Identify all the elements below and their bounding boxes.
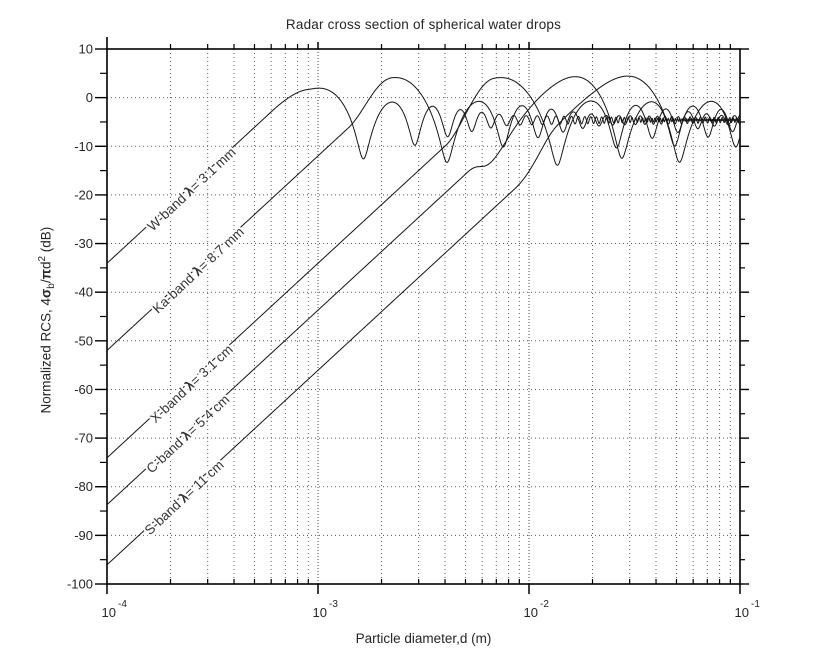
curve-label-w-band: W-band λ= 3.1 mm (144, 145, 238, 234)
chart-title: Radar cross section of spherical water d… (285, 17, 562, 32)
x-tick-label-base: 10 (313, 605, 327, 620)
y-tick-label: -60 (74, 382, 93, 397)
curve-x-band (107, 77, 740, 459)
y-tick-label: -100 (67, 577, 93, 592)
y-tick-label: 0 (86, 90, 93, 105)
curve-label-ka-band: Ka-band λ= 8.7 mm (150, 224, 247, 316)
y-tick-label: -10 (74, 139, 93, 154)
y-tick-label: -50 (74, 333, 93, 348)
y-tick-label: -40 (74, 285, 93, 300)
x-tick-label-base: 10 (524, 605, 538, 620)
x-tick-label-base: 10 (735, 605, 749, 620)
x-axis-title: Particle diameter,d (m) (355, 631, 492, 646)
axes-box (106, 48, 741, 585)
curve-c-band (107, 76, 740, 506)
curve-label-x-band: X-band λ= 3.1 cm (147, 342, 235, 426)
y-tick-label: -80 (74, 479, 93, 494)
y-tick-label: -70 (74, 431, 93, 446)
y-tick-label: 10 (79, 42, 93, 57)
y-tick-label: -20 (74, 187, 93, 202)
x-tick-label-exponent: -2 (540, 599, 549, 610)
x-tick-label-exponent: -4 (118, 599, 127, 610)
curve-s-band (107, 75, 740, 566)
y-tick-label: -30 (74, 236, 93, 251)
y-tick-label: -90 (74, 528, 93, 543)
x-tick-label-base: 10 (102, 605, 116, 620)
curve-ka-band (107, 77, 740, 351)
x-tick-label-exponent: -1 (751, 599, 760, 610)
x-tick-label-exponent: -3 (329, 599, 338, 610)
